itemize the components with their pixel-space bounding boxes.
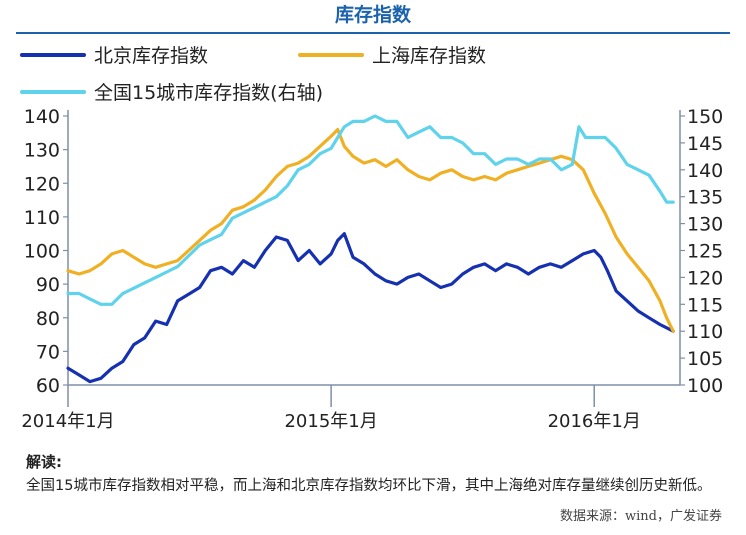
right-tick-label: 120 <box>687 267 723 289</box>
x-tick-label: 2016年1月 <box>548 411 641 432</box>
series-line-2 <box>66 127 675 333</box>
right-tick-label: 150 <box>687 106 723 128</box>
source-note: 数据来源：wind，广发证券 <box>560 509 722 524</box>
right-tick-label: 135 <box>687 187 723 209</box>
right-tick-label: 115 <box>687 294 723 316</box>
notes-heading: 解读: <box>26 453 62 471</box>
left-tick-label: 120 <box>24 173 60 195</box>
legend-label-2: 上海库存指数 <box>372 45 486 67</box>
right-tick-label: 145 <box>687 133 723 155</box>
left-tick-label: 110 <box>24 207 60 229</box>
left-tick-label: 60 <box>36 375 60 397</box>
left-tick-label: 90 <box>36 274 60 296</box>
right-tick-label: 140 <box>687 160 723 182</box>
series-line-1 <box>66 232 675 384</box>
right-tick-label: 130 <box>687 214 723 236</box>
right-tick-label: 110 <box>687 321 723 343</box>
inventory-index-chart: 60 70 80 90 100 110 120 130 140 100 105 110 115 120 12… <box>20 45 723 432</box>
x-tick-label: 2015年1月 <box>284 411 377 432</box>
page-title: 库存指数 <box>334 4 411 26</box>
right-tick-label: 125 <box>687 241 723 263</box>
series-line-3 <box>66 114 675 306</box>
left-tick-label: 100 <box>24 241 60 263</box>
left-tick-label: 130 <box>24 140 60 162</box>
right-tick-label: 105 <box>687 348 723 370</box>
x-tick-label: 2014年1月 <box>21 411 114 432</box>
left-tick-label: 70 <box>36 341 60 363</box>
right-tick-label: 100 <box>687 375 723 397</box>
left-tick-label: 80 <box>36 308 60 330</box>
legend-label-3: 全国15城市库存指数(右轴) <box>94 82 323 104</box>
title-divider <box>16 32 730 34</box>
notes-text: 全国15城市库存指数相对平稳，而上海和北京库存指数均环比下滑，其中上海绝对库存量… <box>26 478 712 494</box>
left-tick-label: 140 <box>24 106 60 128</box>
legend-label-1: 北京库存指数 <box>94 45 208 67</box>
